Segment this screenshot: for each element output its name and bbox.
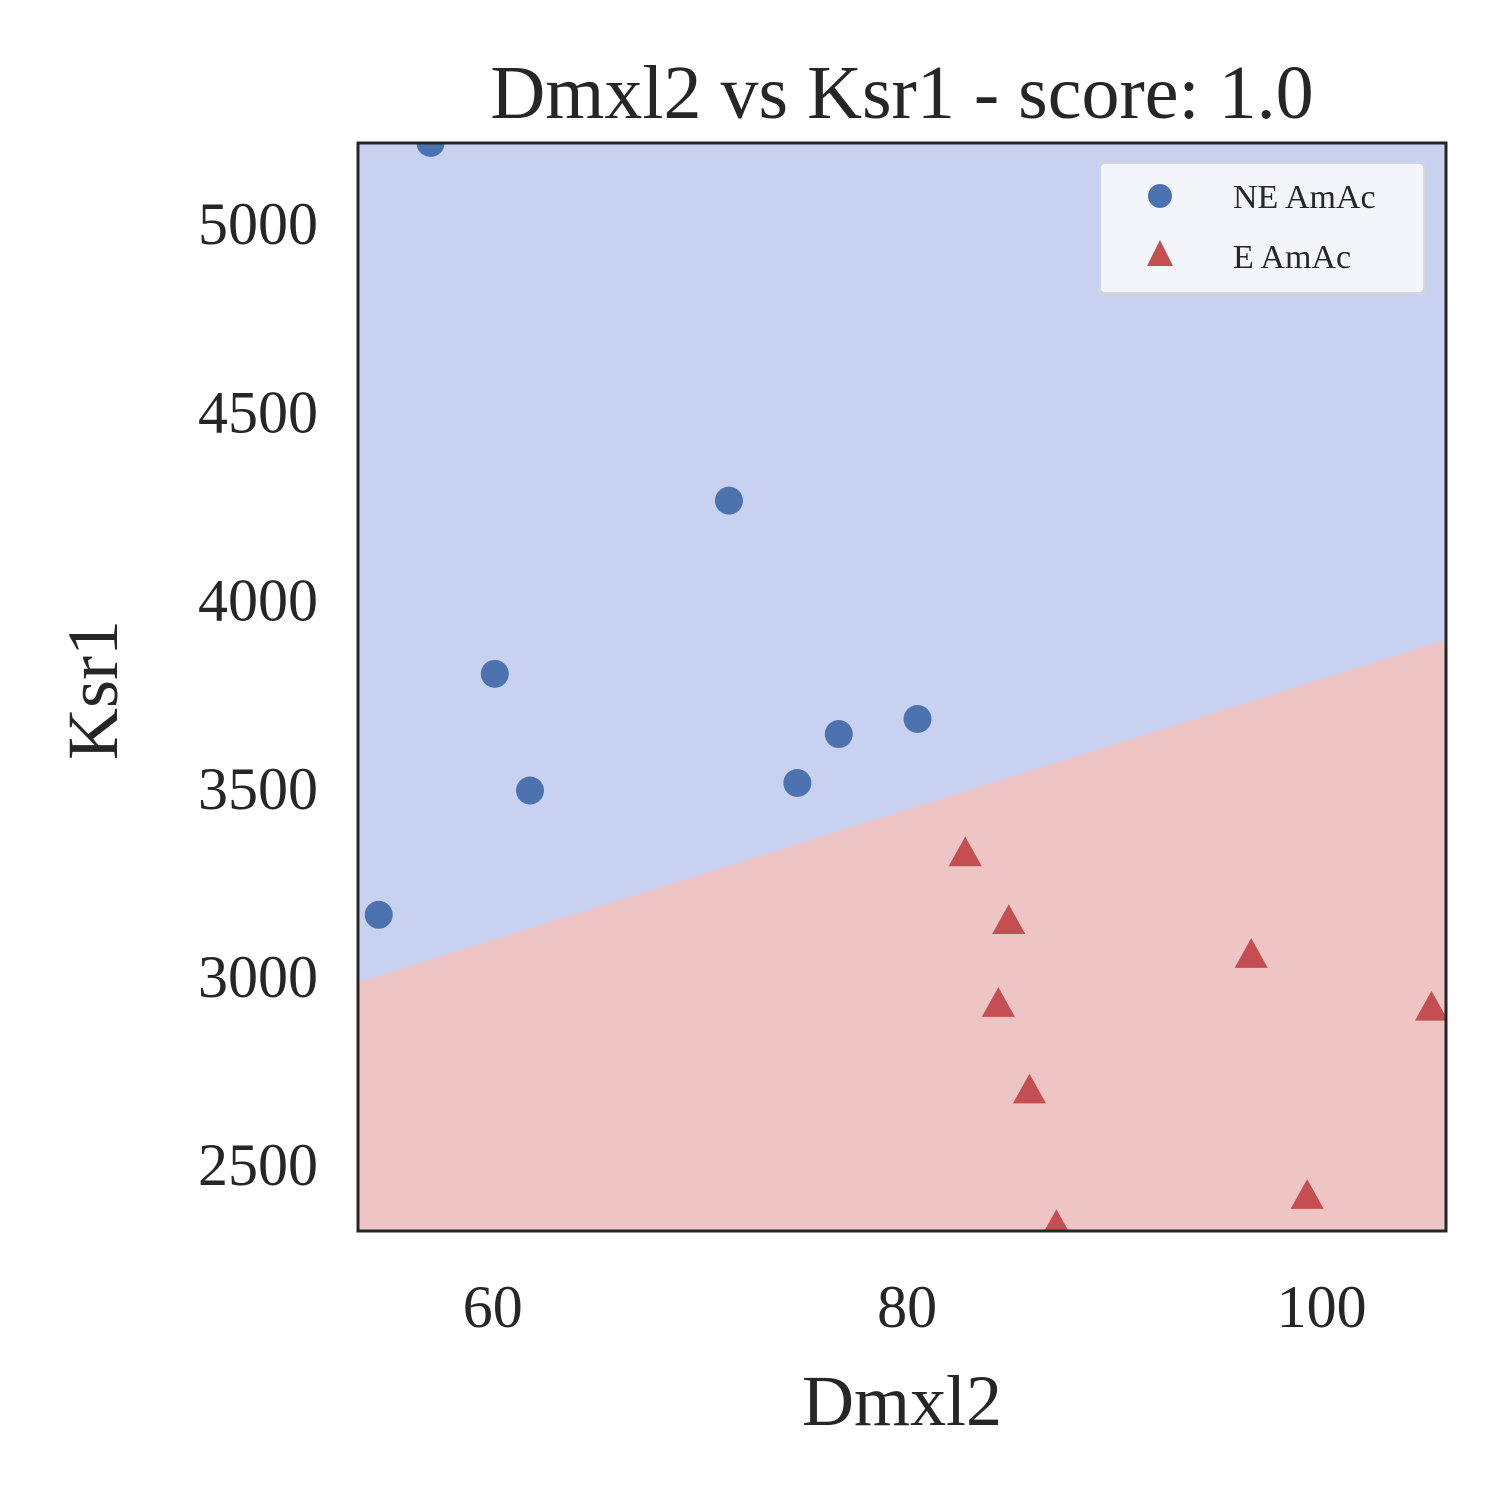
x-tick-label: 60	[463, 1274, 523, 1340]
x-tick-label: 100	[1277, 1274, 1367, 1340]
y-axis-ticks: 2500 3000 3500 4000 4500 5000	[198, 191, 318, 1198]
x-axis-label: Dmxl2	[802, 1361, 1002, 1441]
y-axis-label: Ksr1	[53, 620, 133, 760]
y-tick-label: 3000	[198, 944, 318, 1010]
point-e-amac	[992, 904, 1026, 934]
point-ne-amac	[416, 143, 445, 157]
y-tick-label: 4500	[198, 379, 318, 445]
point-e-amac	[948, 836, 982, 867]
x-tick-label: 80	[877, 1274, 937, 1340]
x-axis-ticks: 60 80 100	[463, 1274, 1367, 1340]
y-tick-label: 3500	[198, 756, 318, 822]
y-tick-label: 5000	[198, 191, 318, 257]
point-ne-amac	[783, 769, 812, 797]
point-ne-amac	[714, 486, 743, 515]
plot-frame	[356, 141, 1448, 1233]
y-tick-label: 2500	[198, 1132, 318, 1198]
point-ne-amac	[903, 705, 932, 733]
region-e-amac	[358, 639, 1446, 1231]
point-e-amac	[1414, 990, 1446, 1021]
point-e-amac	[1044, 1209, 1069, 1231]
point-ne-amac	[364, 900, 393, 929]
decision-regions	[358, 143, 1446, 1231]
legend-marker-ne-amac	[1148, 184, 1172, 208]
point-ne-amac	[824, 720, 853, 749]
legend-label-ne-amac: NE AmAc	[1233, 179, 1376, 216]
legend: NE AmAc E AmAc	[1099, 162, 1425, 294]
legend-label-e-amac: E AmAc	[1233, 239, 1351, 276]
legend-marker-e-amac	[1147, 240, 1173, 266]
chart-title: Dmxl2 vs Ksr1 - score: 1.0	[490, 51, 1313, 135]
point-e-amac	[1290, 1179, 1324, 1209]
y-tick-label: 4000	[198, 568, 318, 634]
point-e-amac	[981, 987, 1015, 1017]
data-points	[364, 143, 1446, 1231]
point-ne-amac	[516, 776, 545, 805]
point-e-amac	[1012, 1073, 1047, 1104]
point-e-amac	[1234, 938, 1268, 968]
point-ne-amac	[480, 659, 509, 688]
legend-box	[1099, 162, 1425, 294]
